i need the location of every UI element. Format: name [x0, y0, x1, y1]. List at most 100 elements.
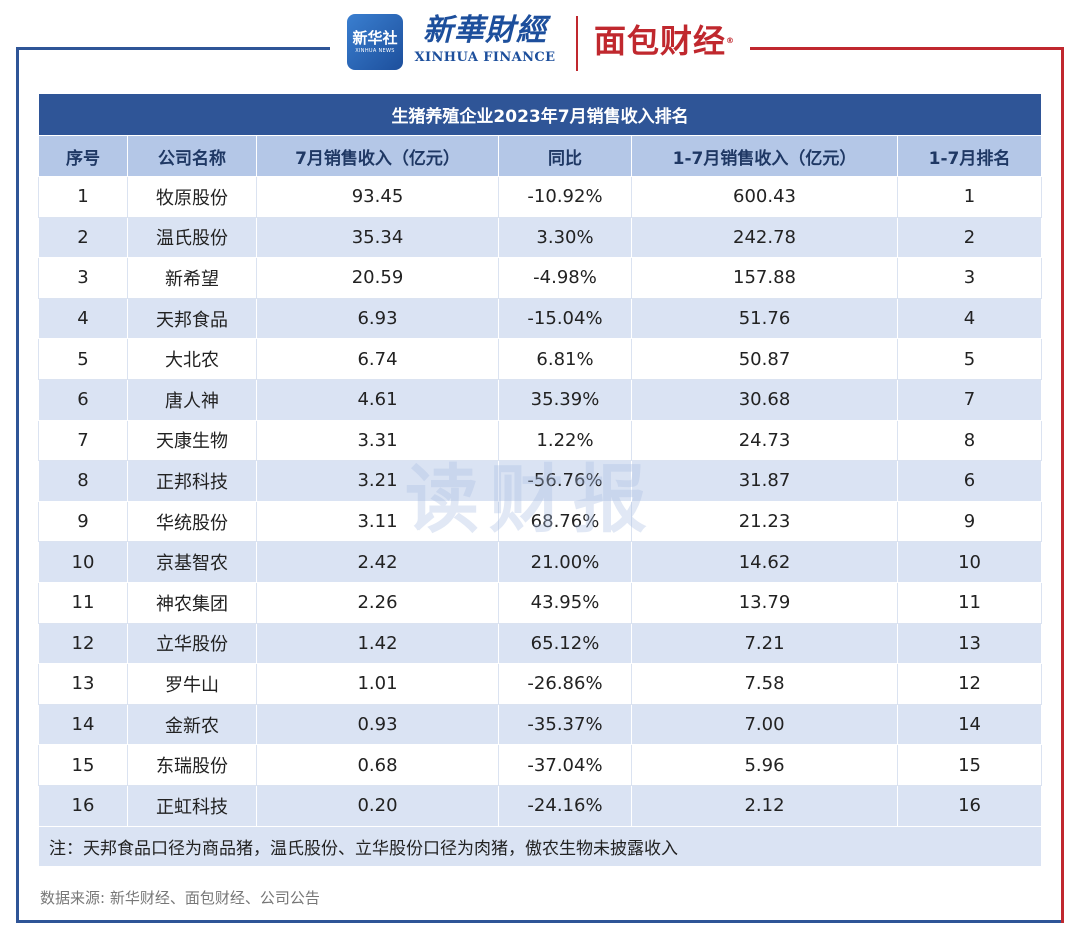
cell-yoy: 35.39% [498, 378, 632, 421]
table-row: 2 温氏股份 35.34 3.30% 242.78 2 [38, 216, 1043, 259]
mianbao-text: 面包财经 [594, 22, 727, 60]
cell-yoy: -10.92% [498, 176, 632, 218]
cell-company: 牧原股份 [127, 176, 257, 218]
cell-july-revenue: 6.74 [256, 338, 499, 380]
cell-yoy: 21.00% [498, 541, 632, 583]
cell-ytd-rank: 15 [896, 744, 1043, 786]
table-row: 10 京基智农 2.42 21.00% 14.62 10 [38, 541, 1043, 583]
cell-company: 大北农 [127, 338, 257, 380]
cell-company: 罗牛山 [127, 663, 257, 705]
frame-line-top-right [750, 47, 1064, 50]
table-row: 14 金新农 0.93 -35.37% 7.00 14 [38, 703, 1043, 746]
cell-index: 8 [38, 460, 128, 502]
table-row: 16 正虹科技 0.20 -24.16% 2.12 16 [38, 784, 1043, 827]
table-body: 1 牧原股份 93.45 -10.92% 600.43 1 2 温氏股份 35.34 3.30% 2… [38, 176, 1043, 827]
table-row: 15 东瑞股份 0.68 -37.04% 5.96 15 [38, 744, 1043, 786]
cell-yoy: -15.04% [498, 297, 632, 340]
cell-yoy: -56.76% [498, 460, 632, 502]
cell-company: 东瑞股份 [127, 744, 257, 786]
cell-ytd-rank: 5 [896, 338, 1043, 380]
cell-company: 华统股份 [127, 500, 257, 543]
table-row: 5 大北农 6.74 6.81% 50.87 5 [38, 338, 1043, 380]
cell-company: 正虹科技 [127, 784, 257, 827]
cell-ytd-revenue: 30.68 [631, 378, 898, 421]
logo-separator [576, 16, 578, 71]
cell-yoy: 68.76% [498, 500, 632, 543]
table-header-row: 序号 公司名称 7月销售收入（亿元） 同比 1-7月销售收入（亿元） 1-7月排… [38, 135, 1043, 177]
cell-ytd-revenue: 51.76 [631, 297, 898, 340]
table-row: 6 唐人神 4.61 35.39% 30.68 7 [38, 378, 1043, 421]
cell-july-revenue: 20.59 [256, 257, 499, 299]
xinhua-news-logo: 新华社 XINHUA NEWS [347, 14, 403, 70]
cell-index: 11 [38, 581, 128, 624]
column-header-ytd-revenue: 1-7月销售收入（亿元） [631, 135, 898, 177]
cell-ytd-revenue: 5.96 [631, 744, 898, 786]
cell-ytd-rank: 4 [896, 297, 1043, 340]
cell-company: 天邦食品 [127, 297, 257, 340]
cell-july-revenue: 3.21 [256, 460, 499, 502]
table-row: 9 华统股份 3.11 68.76% 21.23 9 [38, 500, 1043, 543]
frame-line-bottom [16, 920, 1064, 923]
cell-index: 5 [38, 338, 128, 380]
cell-yoy: -37.04% [498, 744, 632, 786]
table-row: 11 神农集团 2.26 43.95% 13.79 11 [38, 581, 1043, 624]
cell-ytd-revenue: 157.88 [631, 257, 898, 299]
cell-index: 16 [38, 784, 128, 827]
cell-ytd-rank: 14 [896, 703, 1043, 746]
cell-ytd-revenue: 2.12 [631, 784, 898, 827]
cell-company: 神农集团 [127, 581, 257, 624]
cell-ytd-rank: 8 [896, 419, 1043, 462]
cell-july-revenue: 0.68 [256, 744, 499, 786]
cell-index: 2 [38, 216, 128, 259]
table-row: 12 立华股份 1.42 65.12% 7.21 13 [38, 622, 1043, 665]
cell-ytd-revenue: 31.87 [631, 460, 898, 502]
table-title: 生猪养殖企业2023年7月销售收入排名 [37, 93, 1043, 136]
cell-company: 立华股份 [127, 622, 257, 665]
cell-ytd-rank: 3 [896, 257, 1043, 299]
table-row: 1 牧原股份 93.45 -10.92% 600.43 1 [38, 176, 1043, 218]
cell-yoy: -24.16% [498, 784, 632, 827]
cell-index: 15 [38, 744, 128, 786]
table-row: 3 新希望 20.59 -4.98% 157.88 3 [38, 257, 1043, 299]
cell-ytd-revenue: 7.21 [631, 622, 898, 665]
cell-index: 10 [38, 541, 128, 583]
cell-july-revenue: 35.34 [256, 216, 499, 259]
cell-ytd-rank: 13 [896, 622, 1043, 665]
ranking-table: 生猪养殖企业2023年7月销售收入排名 序号 公司名称 7月销售收入（亿元） 同… [37, 93, 1043, 867]
registered-mark: ® [726, 36, 736, 45]
cell-index: 4 [38, 297, 128, 340]
cell-company: 天康生物 [127, 419, 257, 462]
cell-july-revenue: 93.45 [256, 176, 499, 218]
xinhua-finance-logo: 新華財經 XINHUA FINANCE [412, 12, 558, 66]
cell-yoy: 3.30% [498, 216, 632, 259]
cell-yoy: 6.81% [498, 338, 632, 380]
frame-line-left [16, 47, 19, 923]
cell-company: 京基智农 [127, 541, 257, 583]
cell-ytd-rank: 16 [896, 784, 1043, 827]
column-header-company: 公司名称 [127, 135, 257, 177]
table-note: 注：天邦食品口径为商品猪，温氏股份、立华股份口径为肉猪，傲农生物未披露收入 [37, 825, 1043, 867]
frame-line-top-left [16, 47, 330, 50]
cell-ytd-revenue: 7.58 [631, 663, 898, 705]
cell-ytd-revenue: 13.79 [631, 581, 898, 624]
cell-company: 唐人神 [127, 378, 257, 421]
column-header-july-revenue: 7月销售收入（亿元） [256, 135, 499, 177]
table-title-row: 生猪养殖企业2023年7月销售收入排名 [37, 93, 1043, 136]
cell-ytd-rank: 10 [896, 541, 1043, 583]
cell-yoy: -35.37% [498, 703, 632, 746]
cell-company: 正邦科技 [127, 460, 257, 502]
cell-ytd-revenue: 7.00 [631, 703, 898, 746]
table-row: 8 正邦科技 3.21 -56.76% 31.87 6 [38, 460, 1043, 502]
cell-yoy: 1.22% [498, 419, 632, 462]
cell-yoy: 43.95% [498, 581, 632, 624]
cell-july-revenue: 4.61 [256, 378, 499, 421]
cell-ytd-rank: 6 [896, 460, 1043, 502]
cell-ytd-revenue: 242.78 [631, 216, 898, 259]
cell-ytd-rank: 2 [896, 216, 1043, 259]
xinhua-badge-text: 新华社 [352, 29, 398, 47]
cell-index: 6 [38, 378, 128, 421]
mianbao-finance-logo: 面包财经® [594, 20, 735, 62]
cell-company: 金新农 [127, 703, 257, 746]
cell-ytd-revenue: 50.87 [631, 338, 898, 380]
cell-index: 14 [38, 703, 128, 746]
